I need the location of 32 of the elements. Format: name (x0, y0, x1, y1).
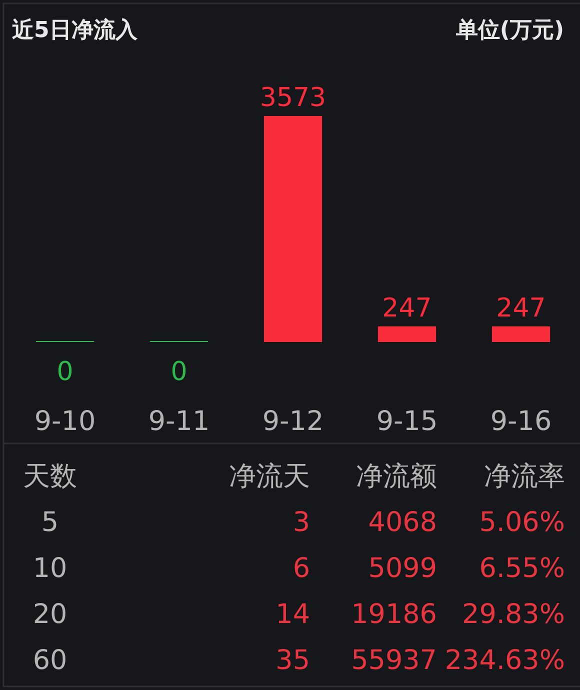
data-label: 247 (496, 293, 546, 324)
text: 234.63% (444, 645, 565, 676)
text: 天数 (23, 461, 77, 492)
text: 10 (32, 553, 68, 584)
x-tick-label: 9-12 (262, 406, 324, 438)
y-axis-title: 单位(万元) (454, 18, 564, 43)
x-tick-label: 9-15 (376, 406, 438, 438)
text: 5099 (368, 553, 437, 584)
text: 4068 (368, 507, 437, 538)
text: 净流额 (356, 461, 437, 492)
text: 净流率 (484, 461, 565, 492)
text: 5 (41, 507, 59, 538)
x-tick-label: 9-10 (34, 406, 96, 438)
x-tick-label: 9-11 (148, 406, 210, 438)
text: 60 (32, 645, 68, 676)
text: 5.06% (479, 507, 565, 538)
text: 55937 (351, 645, 437, 676)
text: 3 (292, 507, 310, 538)
data-label: 3573 (260, 83, 326, 113)
chart-title: 近5日净流入 (11, 17, 138, 43)
text: 净流天 (229, 461, 310, 492)
text: 19186 (351, 599, 437, 630)
text: 6 (292, 553, 310, 584)
text: 35 (276, 645, 310, 676)
x-tick-label: 9-16 (490, 406, 552, 438)
data-label: 0 (170, 357, 188, 387)
text: 29.83% (462, 599, 565, 630)
text: 6.55% (479, 553, 565, 584)
text: 14 (276, 599, 310, 630)
data-label: 247 (382, 293, 432, 324)
data-label: 0 (56, 357, 74, 387)
text: 20 (32, 599, 68, 630)
